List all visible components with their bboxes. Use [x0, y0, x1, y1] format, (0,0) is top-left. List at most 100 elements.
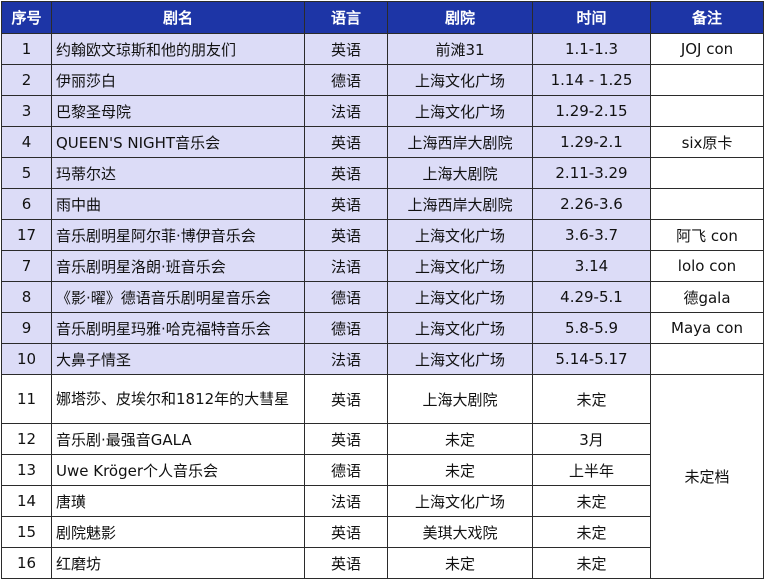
table-row: 7 音乐剧明星洛朗·班音乐会 法语 上海文化广场 3.14 lolo con [1, 250, 764, 282]
cell-name: 音乐剧明星玛雅·哈克福特音乐会 [51, 312, 305, 344]
cell-no: 15 [1, 516, 52, 548]
cell-name: 约翰欧文琼斯和他的朋友们 [51, 33, 305, 65]
cell-language: 英语 [304, 33, 388, 65]
cell-name: 玛蒂尔达 [51, 157, 305, 189]
cell-time: 1.29-2.1 [532, 126, 651, 158]
cell-venue: 上海文化广场 [387, 95, 533, 127]
table-row: 8 《影·曜》德语音乐剧明星音乐会 德语 上海文化广场 4.29-5.1 德ga… [1, 281, 764, 313]
cell-note [650, 343, 764, 375]
cell-time: 5.8-5.9 [532, 312, 651, 344]
cell-no: 7 [1, 250, 52, 282]
cell-name: 音乐剧·最强音GALA [51, 423, 305, 455]
cell-venue: 上海文化广场 [387, 250, 533, 282]
cell-time: 2.26-3.6 [532, 188, 651, 220]
table-row: 2 伊丽莎白 德语 上海文化广场 1.14 - 1.25 [1, 64, 764, 96]
cell-time: 未定 [532, 485, 651, 517]
cell-language: 德语 [304, 281, 388, 313]
cell-language: 德语 [304, 64, 388, 96]
cell-name: 《影·曜》德语音乐剧明星音乐会 [51, 281, 305, 313]
cell-venue: 未定 [387, 423, 533, 455]
cell-language: 法语 [304, 250, 388, 282]
header-note: 备注 [650, 1, 764, 34]
cell-time: 4.29-5.1 [532, 281, 651, 313]
cell-language: 英语 [304, 516, 388, 548]
cell-no: 8 [1, 281, 52, 313]
cell-language: 英语 [304, 423, 388, 455]
cell-no: 1 [1, 33, 52, 65]
cell-time: 未定 [532, 374, 651, 424]
cell-time: 3.6-3.7 [532, 219, 651, 251]
cell-no: 9 [1, 312, 52, 344]
cell-name: 雨中曲 [51, 188, 305, 220]
cell-time: 2.11-3.29 [532, 157, 651, 189]
cell-time: 3.14 [532, 250, 651, 282]
table-row: 13 Uwe Kröger个人音乐会 德语 未定 上半年 [1, 454, 764, 486]
header-venue: 剧院 [387, 1, 533, 34]
cell-no: 16 [1, 547, 52, 579]
table-row: 6 雨中曲 英语 上海西岸大剧院 2.26-3.6 [1, 188, 764, 220]
cell-language: 英语 [304, 126, 388, 158]
table-row: 9 音乐剧明星玛雅·哈克福特音乐会 德语 上海文化广场 5.8-5.9 Maya… [1, 312, 764, 344]
cell-name: 大鼻子情圣 [51, 343, 305, 375]
cell-venue: 前滩31 [387, 33, 533, 65]
header-row: 序号 剧名 语言 剧院 时间 备注 [1, 1, 764, 34]
cell-name: 伊丽莎白 [51, 64, 305, 96]
cell-note: Maya con [650, 312, 764, 344]
header-time: 时间 [532, 1, 651, 34]
cell-note: lolo con [650, 250, 764, 282]
undetermined-note-cell: 未定档 [650, 374, 764, 579]
cell-venue: 上海文化广场 [387, 312, 533, 344]
cell-note [650, 64, 764, 96]
cell-no: 12 [1, 423, 52, 455]
cell-note: 阿飞 con [650, 219, 764, 251]
cell-time: 1.1-1.3 [532, 33, 651, 65]
cell-language: 英语 [304, 219, 388, 251]
cell-time: 未定 [532, 547, 651, 579]
cell-note: JOJ con [650, 33, 764, 65]
cell-time: 1.29-2.15 [532, 95, 651, 127]
cell-venue: 上海文化广场 [387, 64, 533, 96]
cell-no: 11 [1, 374, 52, 424]
table-row: 14 唐璜 法语 上海文化广场 未定 [1, 485, 764, 517]
cell-language: 法语 [304, 485, 388, 517]
cell-no: 17 [1, 219, 52, 251]
table-row: 16 红磨坊 英语 未定 未定 [1, 547, 764, 579]
cell-note: 德gala [650, 281, 764, 313]
cell-venue: 上海大剧院 [387, 157, 533, 189]
cell-time: 上半年 [532, 454, 651, 486]
table-row: 10 大鼻子情圣 法语 上海文化广场 5.14-5.17 [1, 343, 764, 375]
table-row: 5 玛蒂尔达 英语 上海大剧院 2.11-3.29 [1, 157, 764, 189]
cell-time: 1.14 - 1.25 [532, 64, 651, 96]
cell-name: 巴黎圣母院 [51, 95, 305, 127]
header-language: 语言 [304, 1, 388, 34]
table-row: 11 娜塔莎、皮埃尔和1812年的大彗星 英语 上海大剧院 未定 未定档 [1, 374, 764, 579]
cell-no: 6 [1, 188, 52, 220]
header-name: 剧名 [51, 1, 305, 34]
cell-note: six原卡 [650, 126, 764, 158]
cell-no: 4 [1, 126, 52, 158]
cell-no: 10 [1, 343, 52, 375]
cell-note [650, 95, 764, 127]
header-no: 序号 [1, 1, 52, 34]
cell-language: 英语 [304, 374, 388, 424]
table-row: 3 巴黎圣母院 法语 上海文化广场 1.29-2.15 [1, 95, 764, 127]
cell-no: 5 [1, 157, 52, 189]
cell-venue: 上海大剧院 [387, 374, 533, 424]
table-row: 15 剧院魅影 英语 美琪大戏院 未定 [1, 516, 764, 548]
cell-language: 德语 [304, 454, 388, 486]
cell-no: 2 [1, 64, 52, 96]
cell-venue: 上海文化广场 [387, 485, 533, 517]
cell-name: 音乐剧明星阿尔菲·博伊音乐会 [51, 219, 305, 251]
cell-no: 14 [1, 485, 52, 517]
cell-name: 剧院魅影 [51, 516, 305, 548]
cell-time: 5.14-5.17 [532, 343, 651, 375]
cell-name: QUEEN'S NIGHT音乐会 [51, 126, 305, 158]
cell-time: 3月 [532, 423, 651, 455]
table-row: 17 音乐剧明星阿尔菲·博伊音乐会 英语 上海文化广场 3.6-3.7 阿飞 c… [1, 219, 764, 251]
cell-language: 德语 [304, 312, 388, 344]
cell-venue: 上海文化广场 [387, 219, 533, 251]
cell-venue: 未定 [387, 547, 533, 579]
cell-language: 英语 [304, 157, 388, 189]
cell-language: 英语 [304, 188, 388, 220]
